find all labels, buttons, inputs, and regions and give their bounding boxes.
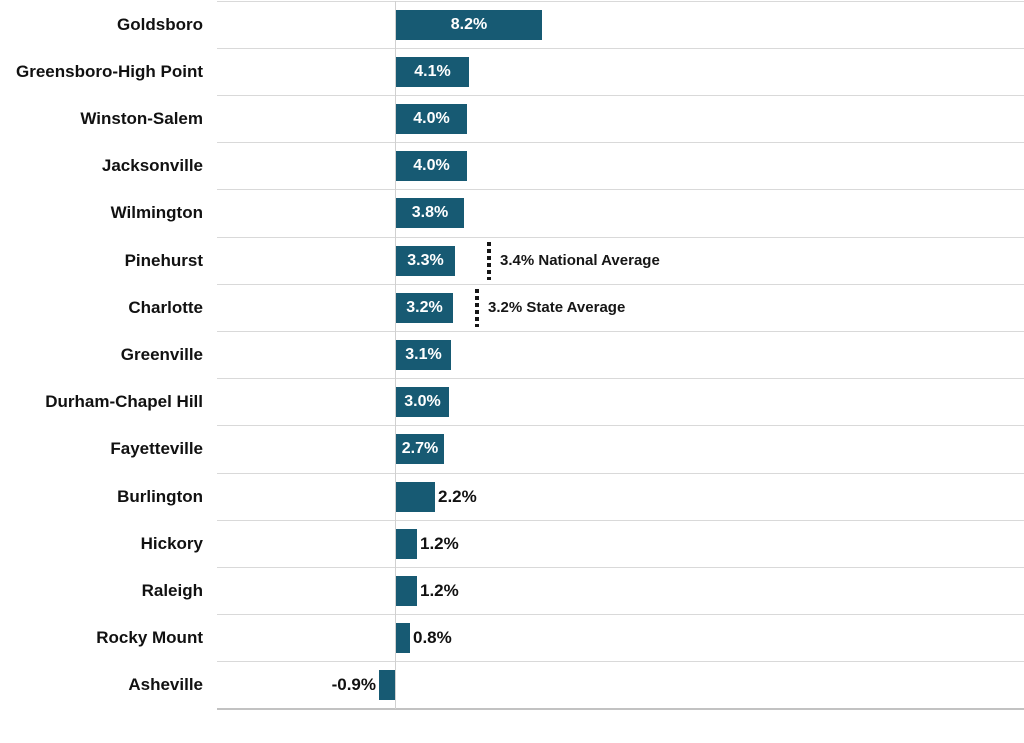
category-label: Rocky Mount xyxy=(96,628,203,648)
national-average-marker xyxy=(487,241,491,280)
gridline xyxy=(217,94,1024,96)
gridline xyxy=(217,0,1024,2)
state-average-marker xyxy=(475,288,479,327)
bar-value-label: 1.2% xyxy=(420,533,459,553)
gridline xyxy=(217,566,1024,568)
bar xyxy=(379,670,395,701)
category-label: Hickory xyxy=(140,533,203,553)
gridline xyxy=(217,47,1024,49)
axis-zero-line xyxy=(395,1,396,709)
category-label: Jacksonville xyxy=(101,156,203,176)
national-average-label: 3.4% National Average xyxy=(500,251,660,269)
bar xyxy=(396,481,435,512)
bar-value-label: 4.0% xyxy=(413,110,450,127)
gridline xyxy=(217,283,1024,285)
category-label: Raleigh xyxy=(141,581,203,600)
gridline xyxy=(217,236,1024,238)
bar-value-label: 3.8% xyxy=(411,204,449,222)
gridline xyxy=(217,519,1024,521)
bar: 3.8% xyxy=(396,198,464,229)
bar-value-label: 3.3% xyxy=(407,251,444,269)
bar xyxy=(396,576,417,606)
gridline xyxy=(217,189,1024,191)
gridline xyxy=(217,472,1024,474)
bar-value-label: 1.2% xyxy=(420,581,459,600)
bar: 2.7% xyxy=(396,434,444,465)
category-label: Burlington xyxy=(117,486,203,506)
bar-value-label: 0.8% xyxy=(413,628,452,648)
category-label: Greenville xyxy=(120,345,203,364)
gridline xyxy=(217,378,1024,380)
bar-value-label: 4.0% xyxy=(413,157,450,175)
category-label: Greensboro-High Point xyxy=(16,61,203,81)
bar: 8.2% xyxy=(396,9,542,40)
bar-value-label: 3.2% xyxy=(406,298,443,316)
category-label: Durham-Chapel Hill xyxy=(45,392,203,412)
bar-value-label: 2.7% xyxy=(401,440,439,458)
bar-value-label: 8.2% xyxy=(450,15,488,33)
gridline xyxy=(217,661,1024,663)
category-label: Winston-Salem xyxy=(80,109,203,128)
bar-value-label: 2.2% xyxy=(438,486,477,506)
category-label: Charlotte xyxy=(128,297,203,317)
gridline xyxy=(217,330,1024,332)
gridline xyxy=(217,614,1024,616)
bar-value-label: 3.0% xyxy=(404,393,441,411)
category-label: Pinehurst xyxy=(124,250,203,270)
bar xyxy=(396,623,410,654)
bar xyxy=(396,528,417,559)
x-axis-baseline xyxy=(217,708,1024,710)
bar: 4.0% xyxy=(396,104,467,134)
gridline xyxy=(217,142,1024,144)
bar-value-label: 3.1% xyxy=(405,346,442,363)
bar: 4.0% xyxy=(396,151,467,182)
category-label: Wilmington xyxy=(110,203,203,223)
state-average-label: 3.2% State Average xyxy=(488,298,626,316)
bar-value-label: -0.9% xyxy=(331,675,376,695)
bar: 4.1% xyxy=(396,56,469,87)
bar: 3.3% xyxy=(396,245,455,276)
category-label: Goldsboro xyxy=(117,14,203,34)
bar: 3.1% xyxy=(396,340,451,370)
category-label: Asheville xyxy=(128,675,203,695)
bar-value-label: 4.1% xyxy=(414,62,451,80)
bar: 3.2% xyxy=(396,292,453,323)
category-label: Fayetteville xyxy=(110,439,203,459)
bar: 3.0% xyxy=(396,387,449,418)
gridline xyxy=(217,425,1024,427)
